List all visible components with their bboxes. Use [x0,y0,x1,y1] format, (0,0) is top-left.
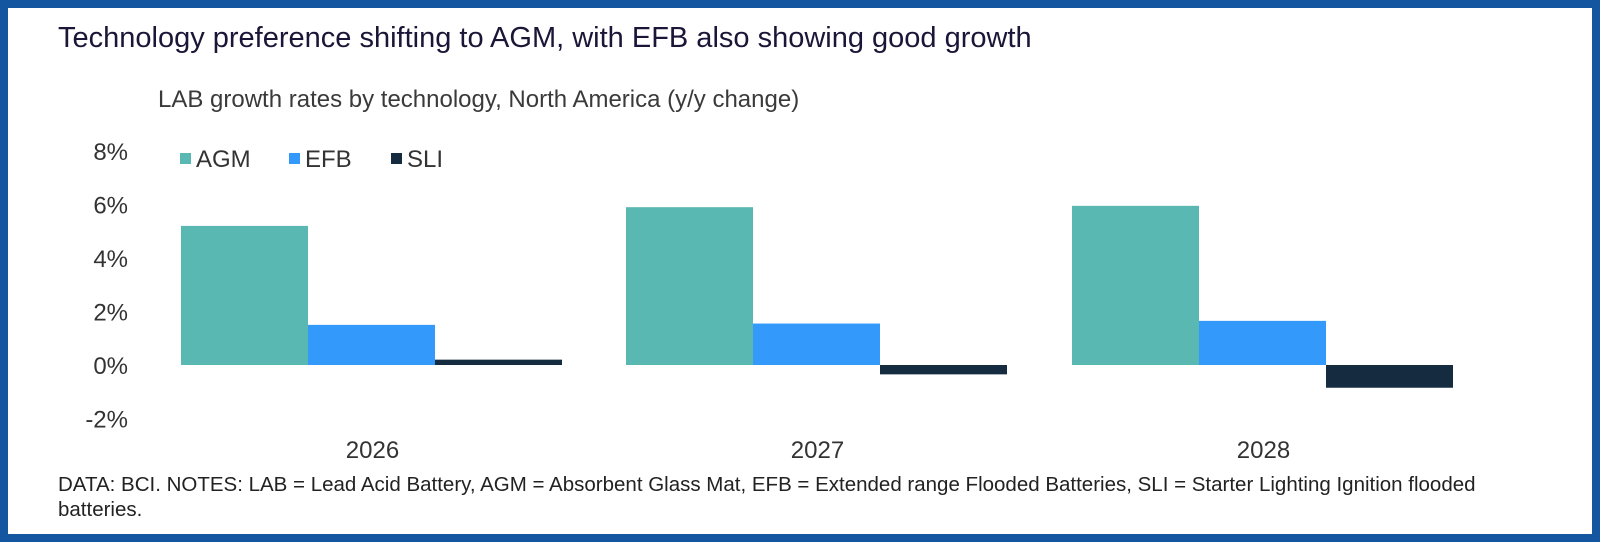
bar-efb-2028 [1199,320,1326,365]
chart-notes: DATA: BCI. NOTES: LAB = Lead Acid Batter… [58,473,1476,521]
chart-title: Technology preference shifting to AGM, w… [58,22,1032,54]
legend-swatch-agm [180,153,191,164]
legend-label-efb: EFB [305,146,352,173]
chart-legend: AGM EFB SLI [180,146,443,173]
y-axis: 8% 6% 4% 2% 0% -2% [85,139,128,434]
bar-efb-2027 [753,323,880,365]
legend-label-agm: AGM [196,146,251,173]
x-axis: 2026 2027 2028 [346,437,1290,464]
bar-agm-2027 [626,207,753,365]
y-tick-label: 8% [93,139,128,166]
legend-label-sli: SLI [407,146,443,173]
y-tick-label: 6% [93,193,128,220]
bar-sli-2027 [880,365,1007,375]
bar-efb-2026 [308,324,435,365]
y-tick-label: -2% [85,407,128,434]
x-tick-label: 2028 [1237,437,1290,464]
legend-swatch-sli [391,153,402,164]
bar-sli-2028 [1326,365,1453,388]
bar-series [181,205,1453,388]
x-tick-label: 2026 [346,437,399,464]
x-tick-label: 2027 [791,437,844,464]
y-tick-label: 4% [93,246,128,273]
bar-sli-2026 [435,359,562,365]
bar-agm-2026 [181,225,308,365]
chart-subtitle: LAB growth rates by technology, North Am… [158,86,800,113]
bar-agm-2028 [1072,205,1199,365]
legend-swatch-efb [289,153,300,164]
y-tick-label: 2% [93,300,128,327]
y-tick-label: 0% [93,353,128,380]
